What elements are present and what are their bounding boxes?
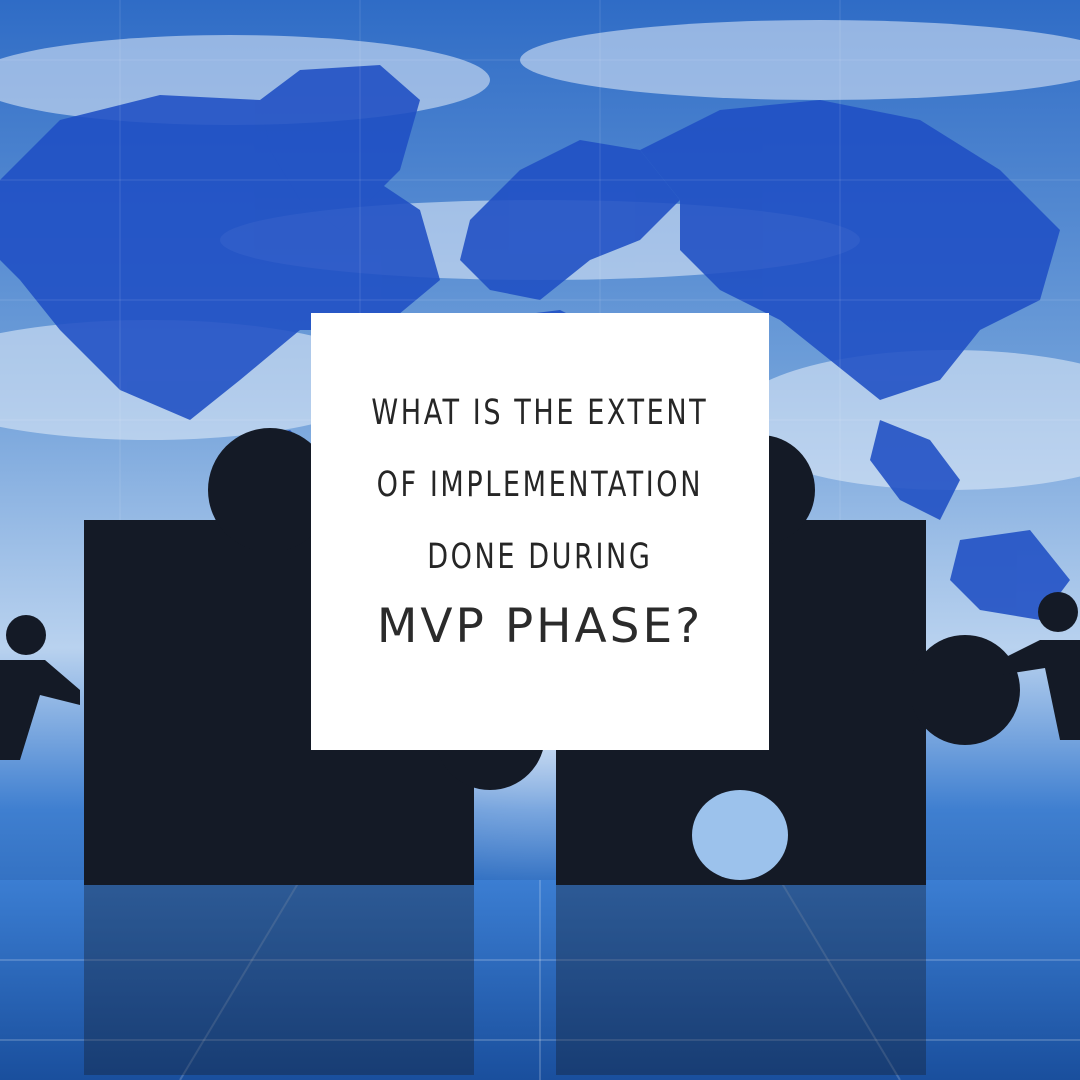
- reflective-floor: [0, 880, 1080, 1080]
- person-pushing-left: [0, 615, 80, 760]
- headline: MVP PHASE?: [376, 599, 704, 654]
- person-pushing-right: [1000, 592, 1080, 740]
- question-line-2: OF IMPLEMENTATION: [376, 465, 704, 505]
- question-line-1: WHAT IS THE EXTENT: [371, 393, 709, 433]
- question-card: WHAT IS THE EXTENT OF IMPLEMENTATION DON…: [311, 313, 769, 750]
- question-text: WHAT IS THE EXTENT OF IMPLEMENTATION DON…: [372, 377, 709, 593]
- question-line-3: DONE DURING: [427, 537, 653, 577]
